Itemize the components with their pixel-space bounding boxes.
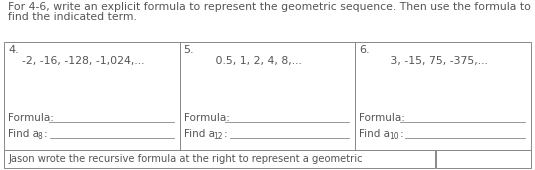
Bar [4, 150, 435, 168]
Text: Formula:: Formula: [360, 113, 412, 123]
Text: 10: 10 [389, 132, 399, 141]
Text: 0.5, 1, 2, 4, 8,...: 0.5, 1, 2, 4, 8,... [184, 56, 302, 66]
Text: Find a: Find a [184, 129, 215, 139]
Text: For 4-6, write an explicit formula to represent the geometric sequence. Then use: For 4-6, write an explicit formula to re… [8, 2, 531, 12]
Text: :: : [399, 129, 403, 139]
Text: 6.: 6. [360, 45, 370, 55]
Text: Find a: Find a [360, 129, 391, 139]
Text: 12: 12 [213, 132, 223, 141]
Text: find the indicated term.: find the indicated term. [8, 12, 137, 22]
Text: 5.: 5. [184, 45, 194, 55]
Text: 8: 8 [38, 132, 43, 141]
Bar [436, 150, 531, 168]
Text: 3, -15, 75, -375,...: 3, -15, 75, -375,... [360, 56, 488, 66]
Text: Formula:: Formula: [184, 113, 236, 123]
Text: Jason wrote the recursive formula at the right to represent a geometric: Jason wrote the recursive formula at the… [8, 154, 363, 164]
Text: :: : [224, 129, 227, 139]
Text: :: : [44, 129, 48, 139]
Text: -2, -16, -128, -1,024,...: -2, -16, -128, -1,024,... [8, 56, 144, 66]
Text: 4.: 4. [8, 45, 19, 55]
Text: Formula:: Formula: [8, 113, 60, 123]
Text: Find a: Find a [8, 129, 39, 139]
Bar [4, 42, 531, 150]
